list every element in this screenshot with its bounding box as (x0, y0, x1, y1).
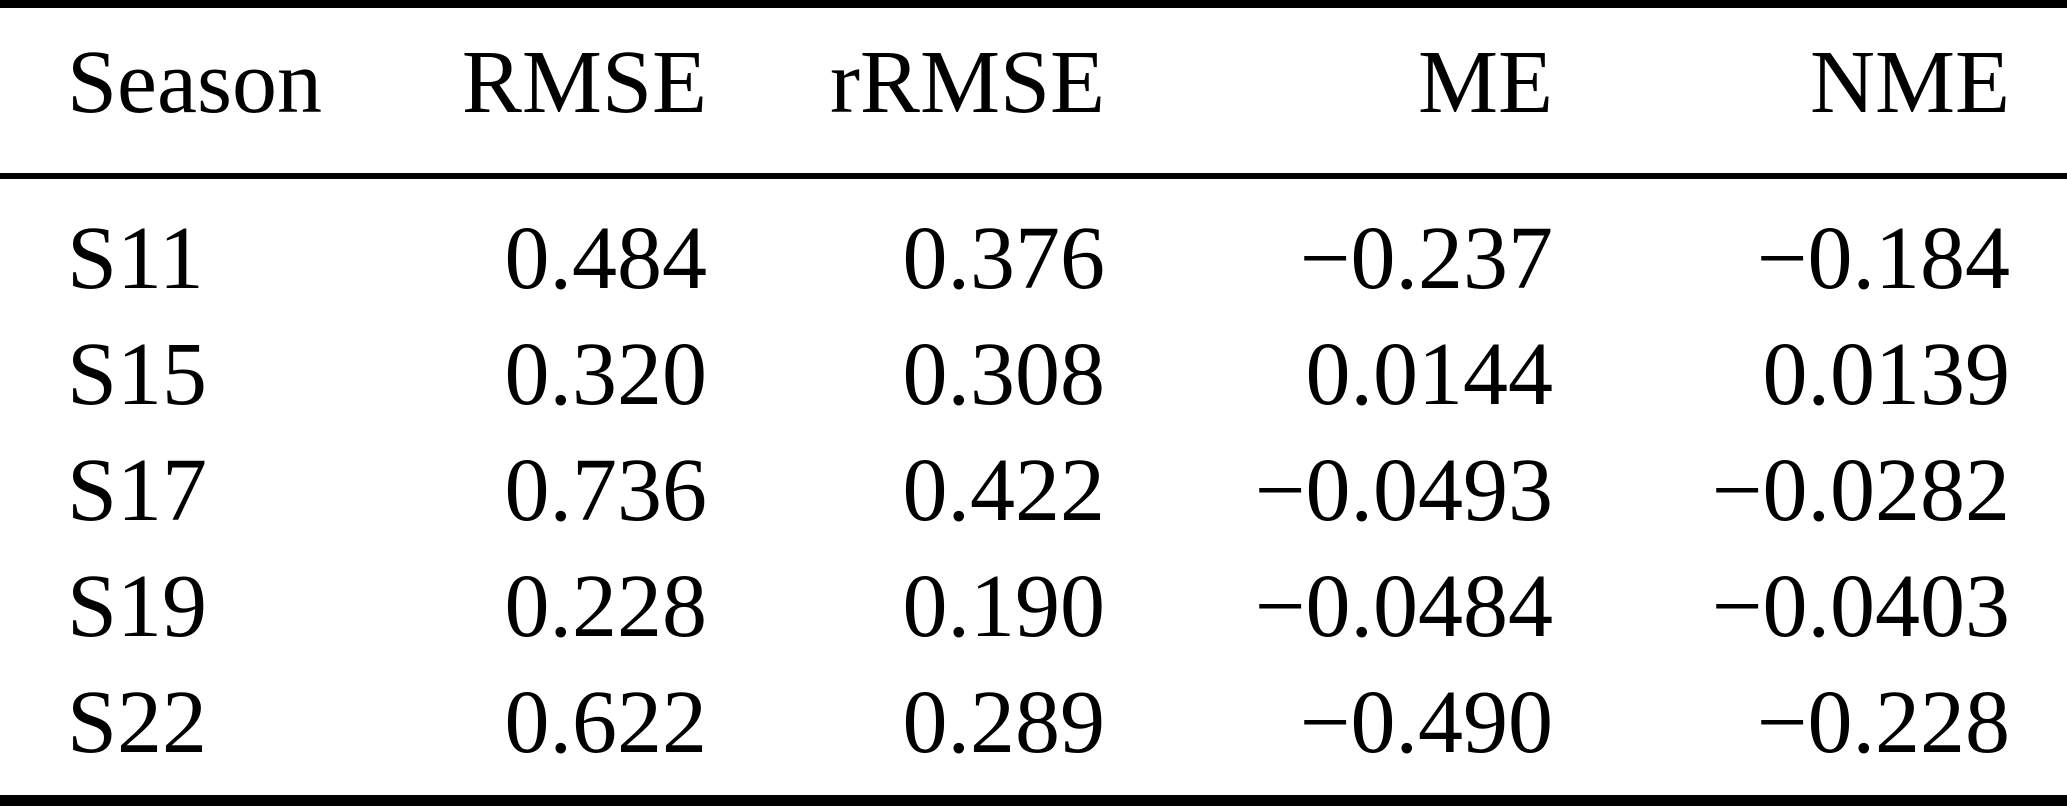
cell-rmse: 0.228 (504, 557, 708, 656)
cell-rrmse: 0.190 (902, 557, 1106, 656)
cell-me: −0.490 (1299, 673, 1553, 772)
cell-me: 0.0144 (1305, 325, 1554, 424)
cell-nme: −0.184 (1756, 209, 2010, 308)
table-row-s15: S15 0.320 0.308 0.0144 0.0139 (0, 317, 2067, 433)
column-header-rmse: RMSE (461, 32, 707, 132)
cell-me: −0.0493 (1254, 441, 1553, 540)
table-header-row: Season RMSE rRMSE ME NME (0, 8, 2067, 173)
cell-season: S22 (67, 673, 208, 772)
cell-nme: −0.0403 (1711, 557, 2010, 656)
cell-season: S17 (67, 441, 208, 540)
cell-nme: −0.0282 (1711, 441, 2010, 540)
cell-season: S11 (67, 209, 204, 308)
cell-rrmse: 0.376 (902, 209, 1106, 308)
cell-rrmse: 0.308 (902, 325, 1106, 424)
table-row-s19: S19 0.228 0.190 −0.0484 −0.0403 (0, 549, 2067, 665)
cell-rrmse: 0.289 (902, 673, 1106, 772)
cell-rrmse: 0.422 (902, 441, 1106, 540)
table-row-s17: S17 0.736 0.422 −0.0493 −0.0282 (0, 433, 2067, 549)
cell-nme: 0.0139 (1762, 325, 2011, 424)
table-bottom-rule (0, 795, 2067, 806)
cell-rmse: 0.320 (504, 325, 708, 424)
table-row-s11: S11 0.484 0.376 −0.237 −0.184 (0, 201, 2067, 317)
column-header-nme: NME (1810, 32, 2010, 132)
cell-rmse: 0.484 (504, 209, 708, 308)
table-row-s22: S22 0.622 0.289 −0.490 −0.228 (0, 665, 2067, 781)
table-top-rule (0, 0, 2067, 8)
column-header-me: ME (1418, 32, 1553, 132)
column-header-season: Season (67, 32, 322, 132)
cell-season: S19 (67, 557, 208, 656)
cell-me: −0.237 (1299, 209, 1553, 308)
table-mid-rule (0, 173, 2067, 179)
cell-rmse: 0.622 (504, 673, 708, 772)
cell-rmse: 0.736 (504, 441, 708, 540)
table-body: S11 0.484 0.376 −0.237 −0.184 S15 0.320 … (0, 179, 2067, 795)
cell-me: −0.0484 (1254, 557, 1553, 656)
cell-nme: −0.228 (1756, 673, 2010, 772)
cell-season: S15 (67, 325, 208, 424)
column-header-rrmse: rRMSE (829, 32, 1105, 132)
